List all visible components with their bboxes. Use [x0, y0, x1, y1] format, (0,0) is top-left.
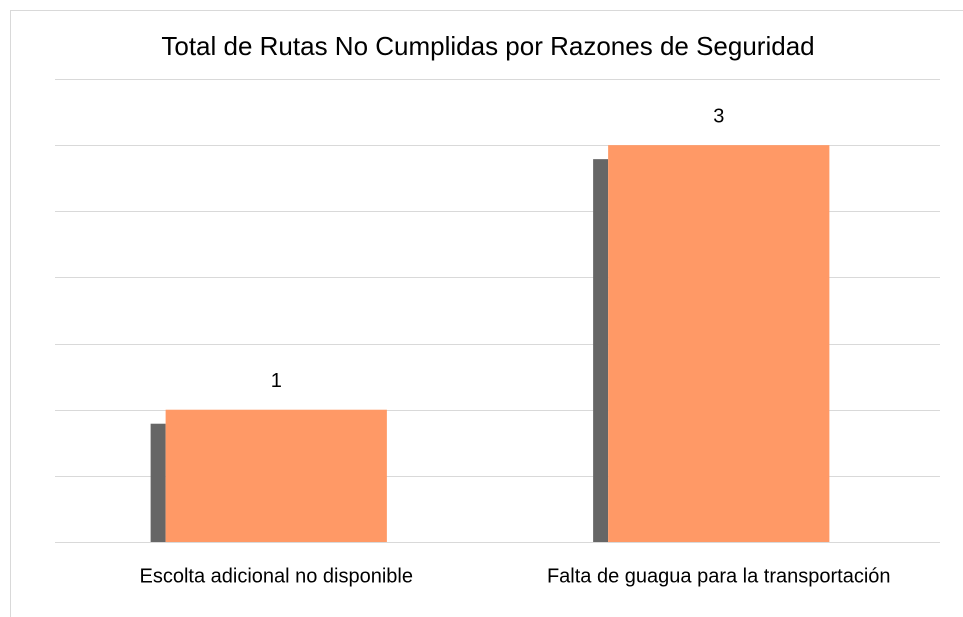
data-label: 3 [713, 105, 724, 127]
data-label: 1 [271, 370, 282, 392]
bar [608, 145, 830, 542]
bar-shadow [150, 423, 166, 542]
chart-title: Total de Rutas No Cumplidas por Razones … [161, 31, 815, 61]
x-tick-label: Falta de guagua para la transportación [547, 565, 891, 587]
bar [165, 409, 387, 542]
bar-shadow [593, 159, 609, 542]
chart-border [10, 10, 963, 617]
x-tick-label: Escolta adicional no disponible [139, 565, 413, 587]
